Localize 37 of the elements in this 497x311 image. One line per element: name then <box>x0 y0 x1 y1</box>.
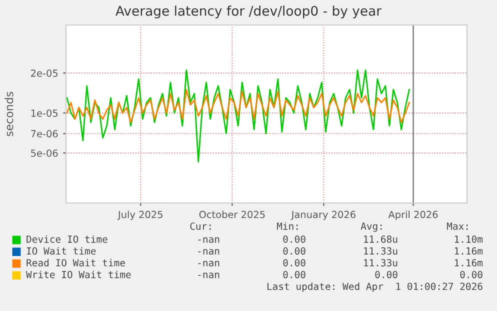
x-tick-label: October 2025 <box>199 210 265 218</box>
y-tick-label: 5e-06 <box>31 149 58 157</box>
legend-label: IO Wait time <box>26 247 96 255</box>
text: Avg: <box>360 222 382 232</box>
text: -nan <box>198 237 220 243</box>
y-tick-label: 2e-05 <box>31 70 58 77</box>
x-tick-label: July 2025 <box>117 210 162 220</box>
text: 1.10m <box>454 235 483 243</box>
text: 11.33u <box>364 247 398 255</box>
text: Max: <box>446 222 468 230</box>
text: 0.00 <box>283 247 306 255</box>
text: 0.00 <box>283 270 306 278</box>
chart-title: Average latency for /dev/loop0 - by year <box>116 6 382 18</box>
legend-label: Read IO Wait time <box>26 258 125 266</box>
line-series <box>66 70 410 162</box>
y-axis-title: seconds <box>4 92 14 136</box>
text: -nan <box>198 272 220 278</box>
y-tick-label: 1e-05 <box>31 109 58 117</box>
text: 11.33u <box>364 259 398 266</box>
x-tick-label: January 2026 <box>290 210 356 220</box>
text: Min: <box>276 222 298 230</box>
text: -nan <box>198 249 220 255</box>
text: 1.16m <box>454 259 483 266</box>
text: 0.00 <box>460 270 482 278</box>
text: 0.00 <box>283 235 306 243</box>
legend-label: Device IO time <box>26 235 108 243</box>
text: 11.68u <box>364 235 398 243</box>
text: 0.00 <box>375 270 398 278</box>
x-tick-label: April 2026 <box>388 210 438 220</box>
line-series <box>66 88 410 124</box>
y-tick-label: 7e-06 <box>31 130 58 138</box>
text: Cur: <box>190 222 211 230</box>
legend-label: Write IO Wait time <box>26 270 131 278</box>
text: 1.16m <box>454 247 483 255</box>
text: Last update: Wed Apr 1 01:00:27 2026 <box>267 282 482 292</box>
text: -nan <box>198 260 220 266</box>
text: 0.00 <box>283 259 306 266</box>
